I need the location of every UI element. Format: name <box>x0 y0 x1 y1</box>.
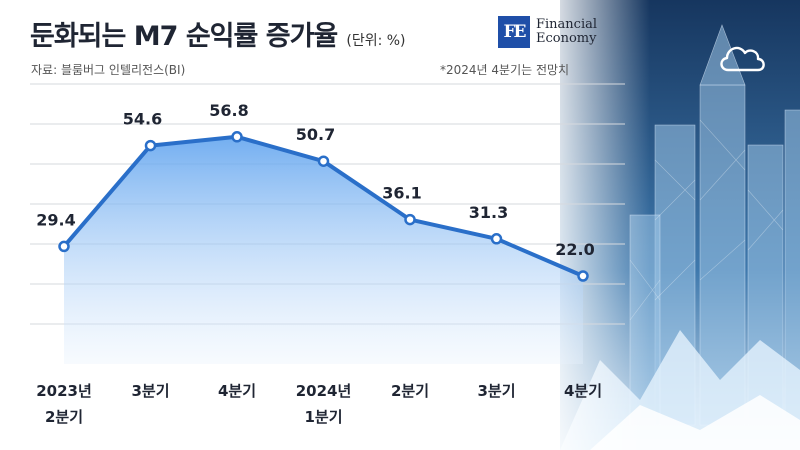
x-tick-label-line: 1분기 <box>304 408 343 426</box>
source-note: 자료: 블룸버그 인텔리전스(BI) <box>31 63 186 77</box>
title-row: 둔화되는 M7 순익률 증가율 (단위: %) <box>30 14 406 54</box>
x-tick-label: 4분기 <box>187 378 287 404</box>
x-tick-label: 3분기 <box>101 378 201 404</box>
data-label: 54.6 <box>123 110 162 129</box>
unit-label: (단위: %) <box>346 33 406 49</box>
data-point <box>404 213 416 226</box>
logo-mark: FE <box>498 16 530 48</box>
data-point <box>58 240 70 253</box>
data-label: 56.8 <box>209 101 248 120</box>
logo-line-2: Economy <box>536 31 597 46</box>
x-tick-label-line: 2분기 <box>390 382 430 400</box>
x-tick-label-line: 2023년 <box>36 382 92 400</box>
x-tick-label: 2분기 <box>360 378 460 404</box>
x-tick-label: 2023년 2분기 <box>14 378 114 430</box>
x-tick-label: 2024년 1분기 <box>274 378 374 430</box>
data-label: 22.0 <box>555 240 594 259</box>
x-tick-label-line: 3분기 <box>131 382 170 400</box>
cloud-icon <box>720 46 765 72</box>
data-label: 36.1 <box>382 184 421 203</box>
x-tick-label: 3분기 <box>447 378 547 404</box>
chart-title: 둔화되는 M7 순익률 증가율 <box>30 21 338 52</box>
x-tick-label-line: 3분기 <box>477 382 516 400</box>
forecast-note: *2024년 4분기는 전망치 <box>440 63 570 77</box>
x-tick-label-line: 4분기 <box>217 382 257 400</box>
x-tick-label-line: 4분기 <box>563 382 603 400</box>
x-tick-label-line: 2024년 <box>295 382 352 400</box>
data-point <box>577 270 589 282</box>
data-label: 31.3 <box>469 203 508 222</box>
data-point <box>144 139 157 152</box>
data-point <box>317 155 330 167</box>
data-label: 50.7 <box>296 125 335 144</box>
area-fill <box>64 136 583 364</box>
x-tick-label: 4분기 <box>533 378 633 404</box>
logo-text: Financial Economy <box>536 18 597 46</box>
logo: FE Financial Economy <box>498 16 597 48</box>
data-point <box>490 233 503 245</box>
data-point <box>231 131 243 143</box>
data-label: 29.4 <box>36 210 75 229</box>
x-tick-label-line: 2분기 <box>44 408 84 426</box>
logo-line-1: Financial <box>536 17 598 32</box>
